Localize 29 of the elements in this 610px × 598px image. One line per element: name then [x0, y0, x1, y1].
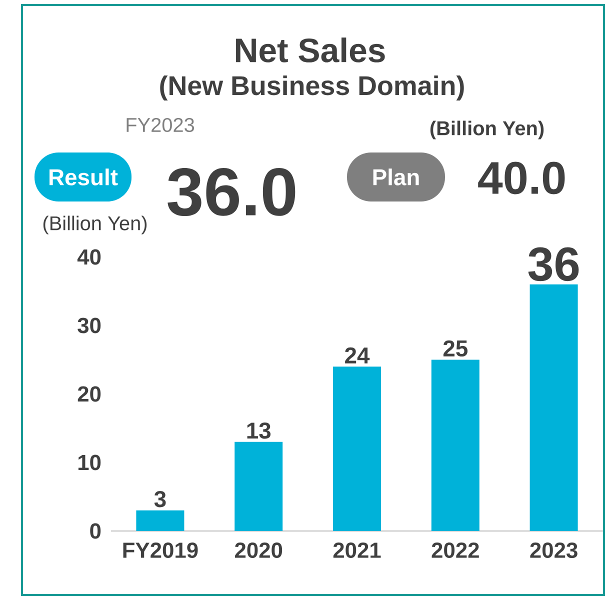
- y-tick-label: 30: [78, 318, 101, 334]
- data-label: 25: [443, 340, 468, 357]
- data-label: 24: [345, 347, 370, 364]
- bar: [136, 510, 184, 531]
- text: (Billion Yen): [430, 120, 544, 140]
- x-tick-label: 2023: [530, 542, 578, 558]
- y-tick-label: 40: [77, 249, 101, 265]
- x-tick-label: FY2019: [123, 542, 198, 558]
- data-label: 36: [528, 247, 579, 282]
- y-axis-title: (Billion Yen): [43, 216, 147, 234]
- bar: [234, 442, 283, 531]
- data-label: 3: [154, 490, 166, 508]
- x-tick-label: 2021: [333, 542, 381, 558]
- text: Result: [50, 168, 118, 186]
- text: FY2023: [126, 118, 194, 132]
- x-tick-label: 2022: [432, 542, 479, 558]
- bar: [530, 284, 578, 531]
- bar: [431, 360, 480, 531]
- text: 40.0: [478, 162, 565, 194]
- data-label: 13: [247, 422, 271, 439]
- chart-subtitle: (New Business Domain): [160, 75, 464, 101]
- chart-title: Net Sales: [236, 38, 385, 62]
- y-tick-label: 0: [90, 523, 101, 539]
- text: 36.0: [168, 168, 296, 216]
- y-tick-label: 20: [78, 386, 101, 402]
- x-tick-label: 2020: [234, 542, 282, 558]
- y-tick-label: 10: [78, 454, 101, 470]
- bar: [333, 366, 382, 531]
- text: Plan: [373, 168, 419, 186]
